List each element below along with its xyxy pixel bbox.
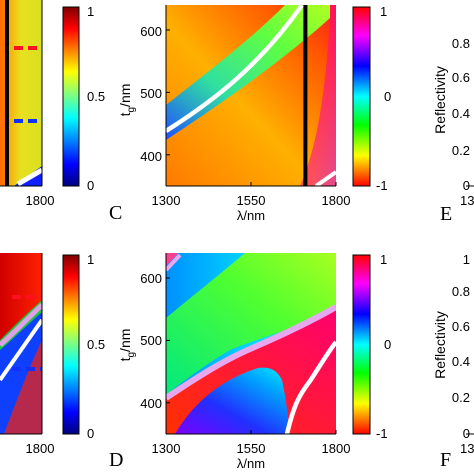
panel-d-heatmap — [166, 253, 336, 434]
panel-d-ylabel-unit: /nm — [117, 329, 133, 352]
panel-f-ylabel: Reflectivity — [432, 311, 448, 379]
panel-c-heatmap — [166, 5, 336, 186]
panel-c-ylabel-main: t — [117, 112, 133, 116]
panel-e-ytick-0.8: 0.8 — [452, 36, 470, 51]
panel-f-letter: F — [440, 449, 451, 471]
panel-b-cbar-tick-mid: 0.5 — [87, 337, 105, 352]
panel-e-ytick-0: 0 — [463, 178, 470, 193]
panel-d-corner-curve — [166, 253, 182, 272]
panel-b: 1800 1 0.5 0 — [0, 252, 105, 456]
panel-c-ylabel-sub: g — [126, 107, 137, 113]
panel-e-letter: E — [440, 203, 452, 225]
panel-d-letter: D — [109, 449, 123, 471]
panel-f-ytick-0.6: 0.6 — [452, 319, 470, 334]
panel-d-ytick-600: 600 — [140, 271, 162, 286]
panel-b-pink-curve — [0, 303, 42, 347]
panel-f-ytick-0: 0 — [463, 426, 470, 441]
panel-a-left-strip — [0, 0, 6, 186]
panel-d-colorbar — [352, 254, 371, 435]
panel-d-xlabel: λ/nm — [237, 456, 265, 471]
panel-c-cbar-tick-mid: 0 — [384, 89, 391, 104]
panel-d-blue-lobe — [175, 367, 290, 434]
panel-d-ylabel: tg/nm — [117, 329, 137, 362]
panel-b-xtick: 1800 — [26, 441, 55, 456]
panel-e-xtick-partial: 13 — [460, 193, 474, 208]
panel-d-ticks — [165, 277, 337, 434]
panel-e-ytick-0.4: 0.4 — [452, 106, 470, 121]
panel-c-xtick-1550: 1550 — [237, 193, 266, 208]
panel-c-ylabel-unit: /nm — [117, 84, 133, 107]
panel-e: 0.8 0.6 0.4 0.2 0 13 Reflectivity E — [432, 36, 474, 225]
panel-d-ytick-400: 400 — [140, 396, 162, 411]
panel-c-ytick-500: 500 — [140, 86, 162, 101]
panel-b-white-curve — [0, 318, 42, 382]
panel-b-cbar-tick-top: 1 — [87, 252, 94, 267]
panel-a-heatmap — [0, 0, 42, 186]
panel-a-cbar-tick-top: 1 — [87, 4, 94, 19]
svg-text:tg/nm: tg/nm — [117, 84, 137, 117]
panel-c-colorbar — [352, 6, 371, 187]
panel-c-xlabel: λ/nm — [237, 208, 265, 223]
panel-b-heatmap — [0, 253, 42, 434]
panel-f-ytick-0.8: 0.8 — [452, 284, 470, 299]
panel-d-xtick-1550: 1550 — [237, 441, 266, 456]
panel-b-cbar-tick-bottom: 0 — [87, 426, 94, 441]
panel-f-ytick-1: 1 — [463, 252, 470, 267]
panel-d-cbar-tick-top: 1 — [380, 252, 387, 267]
panel-e-ylabel: Reflectivity — [432, 66, 448, 134]
panel-c-magenta-region — [300, 5, 336, 186]
panel-d-pink-curve — [166, 304, 336, 401]
panel-d-corner-pink — [166, 253, 178, 266]
panel-c-xtick-1300: 1300 — [152, 193, 181, 208]
panel-d-ytick-500: 500 — [140, 333, 162, 348]
panel-f-xtick-partial: 13 — [460, 441, 474, 456]
panel-c-corner-curve — [314, 170, 336, 186]
panel-f-ytick-0.4: 0.4 — [452, 354, 470, 369]
panel-b-red-lobe — [4, 340, 42, 434]
panel-f-ytick-0.2: 0.2 — [452, 390, 470, 405]
panel-c-cbar-tick-top: 1 — [380, 4, 387, 19]
svg-text:tg/nm: tg/nm — [117, 329, 137, 362]
panel-c-ytick-400: 400 — [140, 149, 162, 164]
panel-d-green-region — [166, 253, 336, 395]
panel-a: 1800 1 0.5 0 — [0, 0, 105, 208]
panel-a-white-curve — [16, 167, 42, 186]
panel-c-ylabel: tg/nm — [117, 84, 137, 117]
panel-e-ytick-0.2: 0.2 — [452, 143, 470, 158]
panel-d-ylabel-sub: g — [126, 352, 137, 358]
panel-d-cbar-tick-bottom: -1 — [376, 426, 388, 441]
panel-a-colorbar — [62, 6, 80, 187]
panel-c-letter: C — [109, 202, 122, 224]
panel-c-xtick-1800: 1800 — [322, 193, 351, 208]
panel-a-cbar-tick-bottom: 0 — [87, 178, 94, 193]
panel-c-green-band — [166, 5, 330, 140]
panel-c: 1300 1550 1800 600 500 400 λ/nm tg/nm C … — [109, 4, 391, 224]
panel-e-ytick-0.6: 0.6 — [452, 70, 470, 85]
panel-d-xtick-1300: 1300 — [152, 441, 181, 456]
panel-d-xtick-1800: 1800 — [322, 441, 351, 456]
panel-a-xtick: 1800 — [26, 193, 55, 208]
panel-b-colorbar — [62, 254, 80, 435]
panel-a-cbar-tick-mid: 0.5 — [87, 89, 105, 104]
panel-d-ylabel-main: t — [117, 357, 133, 361]
panel-c-ticks — [165, 29, 337, 186]
panel-d-white-curve — [284, 340, 336, 434]
panel-c-white-curve — [166, 5, 304, 133]
panel-f: 1 0.8 0.6 0.4 0.2 0 13 Reflectivity F — [432, 252, 474, 471]
panel-d: 1300 1550 1800 600 500 400 λ/nm tg/nm D … — [109, 252, 391, 471]
panel-c-ytick-600: 600 — [140, 24, 162, 39]
panel-c-cbar-tick-bottom: -1 — [376, 178, 388, 193]
panel-d-cbar-tick-mid: 0 — [384, 337, 391, 352]
